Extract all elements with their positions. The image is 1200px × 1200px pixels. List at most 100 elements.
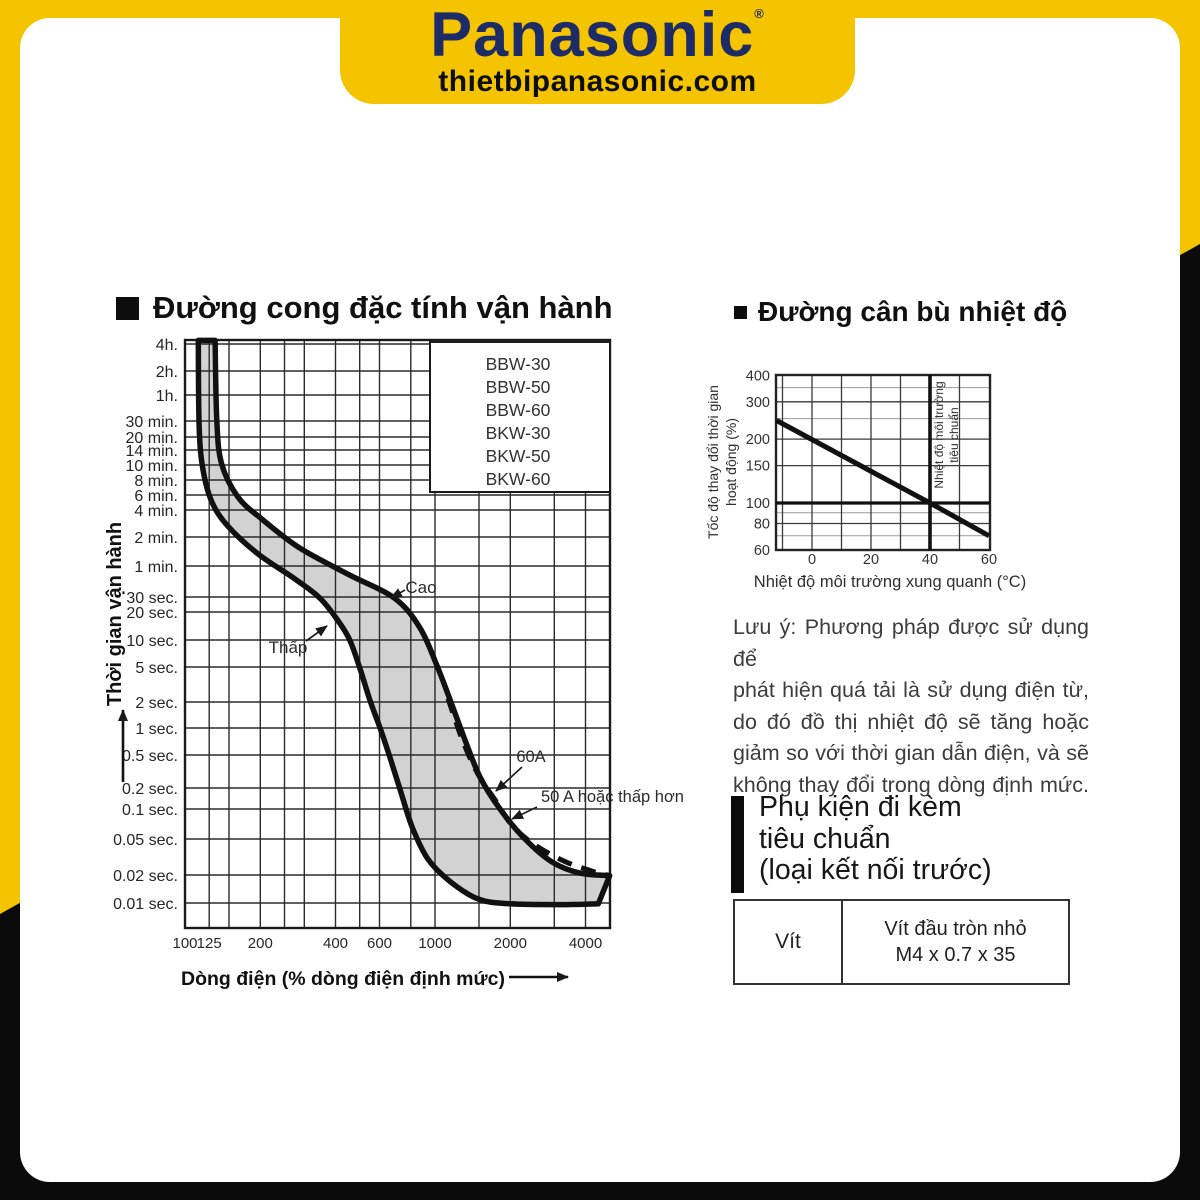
y-tick-label: 6 min.	[134, 488, 178, 505]
y-axis-title-line1: Tốc độ thay đổi thời gian	[705, 385, 721, 539]
y-tick-label: 60	[754, 543, 770, 559]
y-tick-label: 30 sec.	[126, 590, 178, 607]
brand-name: Panasonic	[430, 0, 755, 70]
legend-item: BBW-60	[486, 400, 551, 420]
x-axis-title: Dòng điện (% dòng điện định mức)	[181, 968, 505, 990]
y-tick-label: 0.2 sec.	[122, 781, 178, 798]
y-tick-label: 8 min.	[134, 473, 178, 490]
x-tick-label: 600	[367, 935, 392, 952]
registered-mark: ®	[754, 6, 765, 21]
x-tick-label: 4000	[569, 935, 602, 952]
x-tick-label: 2000	[494, 935, 527, 952]
dashed-50a-curve	[445, 697, 611, 878]
plot-frame	[774, 373, 992, 552]
y-axis-title: Thời gian vận hành	[104, 522, 126, 706]
heading-line: tiêu chuẩn	[759, 822, 891, 855]
dashed-curve	[445, 697, 611, 878]
thap-arrow	[305, 625, 328, 642]
y-tick-label: 100	[746, 496, 770, 512]
y-tick-label: 0.05 sec.	[113, 832, 178, 849]
heading-line: (loại kết nối trước)	[759, 854, 992, 886]
y-tick-label: 0.5 sec.	[122, 748, 178, 765]
y-tick-label: 2 sec.	[135, 695, 178, 712]
tick-labels: 400 300 200 150 100 80 60 0 20 40 60	[746, 368, 997, 568]
heading-line: Phụ kiện đi kèm	[759, 791, 962, 823]
legend-item: BKW-50	[486, 446, 551, 466]
y-tick-label: 300	[746, 395, 770, 411]
square-bullet-icon	[116, 296, 139, 320]
left-chart-title: Đường cong đặc tính vận hành	[153, 290, 613, 325]
60a-arrow	[495, 766, 523, 792]
plot-border: 4h. 2h. 1h. 30 min.20 min.14 min.10 min.8 m…	[113, 337, 612, 952]
y-tick-label: 0.02 sec.	[113, 868, 178, 885]
note-paragraph: Lưu ý: Phương pháp được sử dụng để phát …	[733, 612, 1089, 802]
table-cell-screw: Vít	[735, 901, 843, 983]
y-tick-label: 0.01 sec.	[113, 896, 178, 913]
right-chart-title-row: Đường cân bù nhiệt độ	[734, 296, 1067, 328]
chart-annotations: Cao Thấp 60A 50 A hoặc thấp hơn Thời gia…	[104, 522, 684, 990]
legend-frame	[429, 341, 611, 493]
y-tick-label: 1 min.	[134, 559, 178, 576]
x-axis-title: Nhiệt độ môi trường xung quanh (°C)	[754, 573, 1026, 591]
table-cell-screw-spec: Vít đầu tròn nhỏ M4 x 0.7 x 35	[843, 901, 1068, 983]
y-tick-label: 20 sec.	[126, 605, 178, 622]
note-line: do đó đồ thị nhiệt độ sẽ tăng hoặc	[733, 709, 1089, 734]
accessories-table: Vít Vít đầu tròn nhỏ M4 x 0.7 x 35	[733, 899, 1070, 985]
50a-arrow	[511, 806, 538, 820]
content-card	[20, 18, 1180, 1182]
legend-item: BKW-30	[486, 423, 551, 443]
curve-band	[198, 340, 610, 905]
annotation-cao: Cao	[405, 578, 436, 597]
curve-band-fill	[198, 340, 610, 905]
major-grid-lines	[774, 373, 992, 552]
legend-item: BBW-30	[486, 354, 551, 374]
x-tick-label: 1000	[418, 935, 451, 952]
reference-lines	[775, 375, 991, 550]
x-tick-label: 40	[922, 552, 938, 568]
legend-item: BBW-50	[486, 377, 551, 397]
y-tick-label: 30 min.	[126, 414, 178, 431]
y-tick-label: 10 sec.	[126, 633, 178, 650]
y-tick-label: 20 min.	[126, 430, 178, 447]
x-tick-label: 400	[323, 935, 348, 952]
compensation-line	[775, 418, 991, 538]
ref-label-line1: Nhiệt độ môi trường	[932, 381, 946, 488]
x-tick-label: 20	[863, 552, 879, 568]
right-chart-annotations: Nhiệt độ môi trường xung quanh (°C) Tốc …	[705, 381, 1026, 591]
annotation-60a: 60A	[516, 748, 545, 766]
legend-box: BBW-30 BBW-50 BBW-60 BKW-30 BKW-50 BKW-60	[429, 341, 611, 493]
plot-frame	[183, 338, 612, 930]
y-tick-label: 2h.	[156, 364, 178, 381]
spec-line: M4 x 0.7 x 35	[895, 944, 1016, 966]
y-tick-label: 400	[746, 368, 770, 384]
y-tick-label: 200	[746, 432, 770, 448]
legend-item: BKW-60	[486, 469, 551, 489]
spec-line: Vít đầu tròn nhỏ	[884, 918, 1027, 940]
accessories-heading: Phụ kiện đi kèm tiêu chuẩn (loại kết nối…	[731, 791, 992, 893]
y-tick-label: 14 min.	[126, 443, 178, 460]
y-axis-title-line2: hoạt động (%)	[723, 418, 739, 506]
y-tick-label: 80	[754, 517, 770, 533]
x-tick-label: 0	[808, 552, 816, 568]
x-tick-label: 200	[248, 935, 273, 952]
ref-label-line2: tiêu chuẩn	[947, 407, 961, 462]
accessories-heading-text: Phụ kiện đi kèm tiêu chuẩn (loại kết nối…	[759, 791, 992, 893]
annotation-50a: 50 A hoặc thấp hơn	[541, 788, 684, 806]
operating-curve-chart: 4h. 2h. 1h. 30 min.20 min.14 min.10 min.8 m…	[104, 337, 684, 990]
y-tick-label: 4 min.	[134, 503, 178, 520]
header-banner: Panasonic® thietbipanasonic.com	[340, 0, 855, 104]
note-line: không thay đổi trong dòng định mức.	[733, 772, 1089, 797]
square-bullet-icon	[734, 305, 747, 319]
note-line: phát hiện quá tải là sử dụng điện từ,	[733, 678, 1089, 703]
x-tick-label: 100	[172, 935, 197, 952]
y-tick-label: 0.1 sec.	[122, 802, 178, 819]
y-tick-label: 5 sec.	[135, 660, 178, 677]
temperature-compensation-chart: 400 300 200 150 100 80 60 0 20 40 60 Nhiệt độ môi …	[705, 368, 1026, 591]
annotation-thap: Thấp	[269, 638, 308, 657]
note-line: Lưu ý: Phương pháp được sử dụng để	[733, 615, 1089, 671]
x-tick-label: 125	[197, 935, 222, 952]
y-tick-label: 1h.	[156, 388, 178, 405]
band-outline	[195, 337, 613, 908]
y-tick-label: 4h.	[156, 337, 178, 354]
